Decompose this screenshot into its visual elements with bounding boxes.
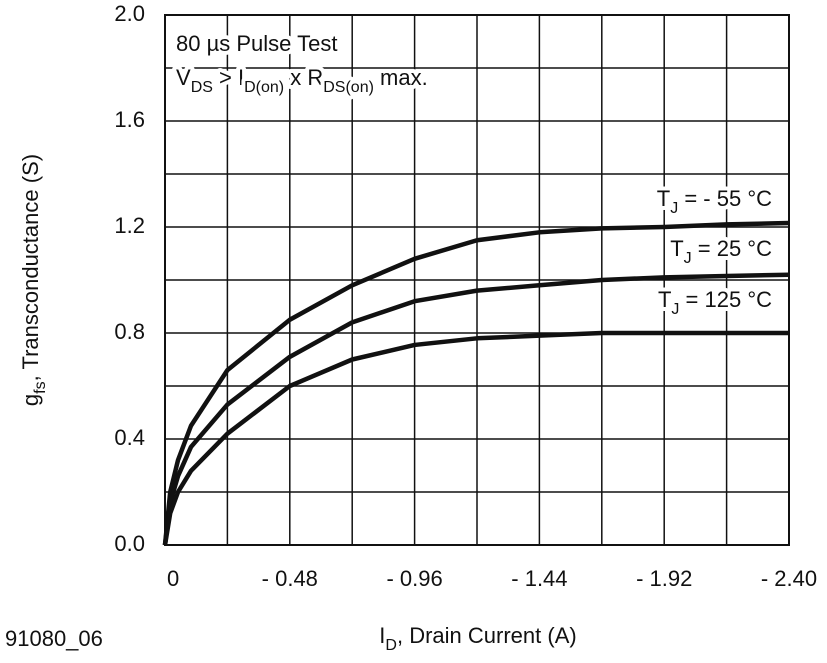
legend-label-part: T (657, 186, 670, 211)
annotation: VDS > ID(on) x RDS(on) max. (176, 65, 428, 96)
annotation-part: max. (374, 65, 428, 90)
y-tick-label: 0.4 (114, 425, 145, 450)
y-tick-label: 0.0 (114, 531, 145, 556)
legend-label-part: = - 55 °C (678, 186, 772, 211)
legend-label-part: = 125 °C (679, 287, 772, 312)
annotation-part: 80 µs Pulse Test (176, 31, 337, 56)
legend-label-part: = 25 °C (692, 236, 772, 261)
figure-id: 91080_06 (5, 626, 103, 651)
annotation-part: > I (213, 65, 244, 90)
x-tick-label: - 0.48 (262, 566, 318, 591)
plot-frame (164, 14, 790, 546)
annotation-part: DS (191, 79, 213, 96)
annotation: 80 µs Pulse Test (176, 31, 337, 56)
y-axis-label-part: fs (32, 381, 49, 393)
y-axis-label: gfs, Transconductance (S) (18, 154, 49, 406)
legend-label-part: J (671, 301, 679, 318)
series-line (162, 272, 790, 546)
x-axis-label-part: , Drain Current (A) (397, 623, 577, 648)
annotation-part: DS(on) (323, 79, 374, 96)
y-tick-label: 2.0 (114, 1, 145, 26)
legend-label-part: J (684, 250, 692, 267)
legend-label: TJ = - 55 °C (657, 186, 772, 217)
legend-label-part: T (658, 287, 671, 312)
annotation-part: x R (284, 65, 323, 90)
legend-label: TJ = 125 °C (658, 287, 772, 318)
y-tick-label: 0.8 (114, 319, 145, 344)
y-axis-label-part: g (18, 394, 43, 406)
x-axis-label-part: D (385, 637, 397, 654)
y-tick-label: 1.6 (114, 107, 145, 132)
x-axis-label-part: I (379, 623, 385, 648)
x-tick-label: - 1.44 (511, 566, 567, 591)
y-axis-label-part: , Transconductance (S) (18, 154, 43, 381)
legend-label-part: T (670, 236, 683, 261)
x-tick-label: - 2.40 (761, 566, 817, 591)
y-tick-label: 1.2 (114, 213, 145, 238)
series-line (162, 220, 790, 546)
x-tick-label: 0 (167, 566, 179, 591)
series-line (162, 330, 789, 546)
x-tick-label: - 0.96 (386, 566, 442, 591)
legend-label: TJ = 25 °C (670, 236, 772, 267)
annotation-part: D(on) (244, 79, 284, 96)
x-axis-label: ID, Drain Current (A) (379, 623, 576, 654)
legend-label-part: J (670, 200, 678, 217)
x-tick-label: - 1.92 (636, 566, 692, 591)
annotation-part: V (176, 65, 191, 90)
